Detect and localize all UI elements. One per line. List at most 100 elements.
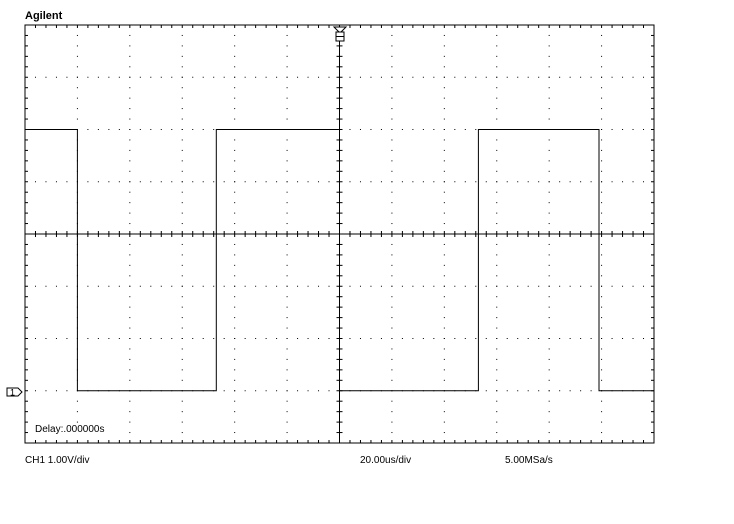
grid-dot	[223, 390, 225, 392]
grid-dot	[150, 285, 152, 287]
grid-dot	[265, 76, 267, 78]
grid-dot	[181, 34, 183, 36]
grid-dot	[139, 338, 141, 339]
grid-dot	[601, 170, 603, 172]
grid-dot	[601, 296, 603, 298]
grid-dot	[286, 108, 288, 110]
grid-dot	[223, 181, 225, 183]
grid-dot	[401, 76, 403, 78]
grid-dot	[548, 338, 550, 339]
grid-dot	[569, 390, 571, 392]
grid-dot	[569, 285, 571, 287]
grid-dot	[297, 390, 299, 392]
grid-dot	[548, 421, 550, 423]
grid-dot	[244, 338, 246, 339]
grid-dot	[622, 181, 624, 183]
grid-dot	[34, 390, 36, 392]
grid-dot	[286, 317, 288, 319]
grid-dot	[234, 348, 236, 350]
grid-dot	[496, 55, 498, 57]
grid-dot	[286, 327, 288, 329]
grid-dot	[391, 76, 393, 78]
grid-dot	[601, 160, 603, 162]
grid-dot	[286, 45, 288, 47]
grid-dot	[108, 181, 110, 183]
grid-dot	[391, 432, 393, 434]
grid-dot	[443, 202, 445, 204]
grid-dot	[181, 66, 183, 68]
grid-dot	[202, 76, 204, 78]
grid-dot	[76, 45, 78, 47]
grid-dot	[590, 76, 592, 78]
grid-dot	[601, 202, 603, 204]
grid-dot	[643, 338, 645, 339]
grid-dot	[548, 254, 550, 256]
grid-dot	[391, 181, 393, 183]
grid-dot	[234, 275, 236, 277]
grid-dot	[244, 76, 246, 78]
grid-dot	[443, 296, 445, 298]
trigger-position-marker[interactable]	[332, 26, 348, 42]
ch1-scale-readout[interactable]: CH1 1.00V/div	[25, 455, 90, 466]
grid-dot	[527, 76, 529, 78]
grid-dot	[234, 118, 236, 120]
grid-dot	[108, 76, 110, 78]
grid-dot	[255, 338, 257, 339]
grid-dot	[601, 338, 603, 339]
grid-dot	[380, 129, 382, 130]
grid-dot	[129, 243, 131, 245]
grid-dot	[349, 129, 351, 130]
grid-dot	[548, 379, 550, 381]
grid-dot	[139, 129, 141, 130]
grid-dot	[548, 285, 550, 287]
grid-dot	[255, 285, 257, 287]
grid-dot	[150, 76, 152, 78]
grid-dot	[496, 243, 498, 245]
grid-dot	[97, 338, 99, 339]
grid-dot	[318, 338, 320, 339]
grid-dot	[359, 129, 361, 130]
grid-dot	[632, 338, 634, 339]
grid-dot	[601, 421, 603, 423]
grid-dot	[129, 327, 131, 329]
grid-dot	[548, 223, 550, 225]
grid-dot	[234, 45, 236, 47]
grid-dot	[234, 338, 236, 339]
grid-dot	[643, 129, 645, 130]
timebase-readout[interactable]: 20.00us/div	[360, 455, 412, 466]
grid-dot	[601, 254, 603, 256]
grid-dot	[234, 243, 236, 245]
grid-dot	[171, 285, 173, 287]
grid-dot	[181, 317, 183, 319]
grid-dot	[181, 254, 183, 256]
grid-dot	[265, 285, 267, 287]
grid-dot	[223, 76, 225, 78]
grid-dot	[45, 390, 47, 392]
grid-dot	[538, 338, 540, 339]
grid-dot	[223, 285, 225, 287]
grid-dot	[548, 264, 550, 266]
grid-dot	[129, 181, 131, 183]
grid-dot	[391, 285, 393, 287]
grid-dot	[443, 432, 445, 434]
grid-dot	[150, 129, 152, 130]
grid-dot	[349, 338, 351, 339]
grid-dot	[496, 202, 498, 204]
grid-dot	[527, 338, 529, 339]
grid-dot	[234, 317, 236, 319]
grid-dot	[443, 243, 445, 245]
grid-dot	[181, 264, 183, 266]
grid-dot	[401, 181, 403, 183]
grid-dot	[391, 400, 393, 402]
ch1-ground-marker[interactable]: 1	[6, 387, 23, 398]
grid-dot	[548, 400, 550, 402]
grid-dot	[160, 76, 162, 78]
grid-dot	[234, 76, 236, 78]
grid-dot	[517, 338, 519, 339]
grid-dot	[590, 390, 592, 392]
grid-dot	[118, 181, 120, 183]
grid-dot	[496, 432, 498, 434]
grid-dot	[496, 45, 498, 47]
grid-dot	[580, 76, 582, 78]
grid-dot	[632, 76, 634, 78]
